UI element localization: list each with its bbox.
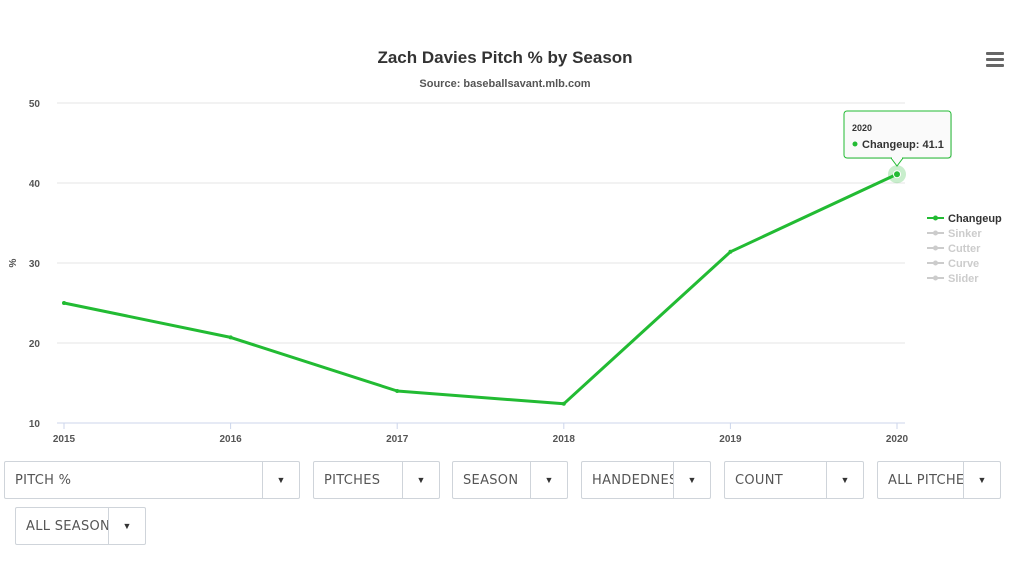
chevron-down-icon[interactable]: ▼	[108, 508, 145, 544]
chevron-down-icon[interactable]: ▼	[826, 462, 863, 498]
x-tick-label: 2017	[386, 434, 409, 445]
line-chart: Zach Davies Pitch % by Season Source: ba…	[8, 48, 1002, 445]
y-axis-label: %	[8, 258, 19, 267]
dropdown-label: PITCHES	[324, 472, 381, 488]
legend-label: Changeup	[948, 213, 1002, 225]
legend-item-changeup[interactable]: Changeup	[927, 213, 1002, 225]
data-point[interactable]	[728, 249, 733, 254]
legend-item-sinker[interactable]: Sinker	[927, 228, 982, 240]
dropdown-label: HANDEDNESS	[592, 472, 673, 488]
legend-label: Cutter	[948, 243, 981, 255]
data-point[interactable]	[561, 401, 566, 406]
x-tick-label: 2018	[553, 434, 576, 445]
dropdown-all-pitches[interactable]: ALL PITCHES▼	[877, 461, 1001, 499]
dropdown-handedness[interactable]: HANDEDNESS▼	[581, 461, 711, 499]
dropdown-label: PITCH %	[15, 472, 72, 488]
dropdown-all-seasons[interactable]: ALL SEASONS▼	[15, 507, 146, 545]
y-tick-label: 50	[29, 99, 41, 110]
series-line-changeup[interactable]	[63, 172, 898, 406]
legend-item-slider[interactable]: Slider	[927, 273, 979, 285]
data-point[interactable]	[62, 301, 66, 305]
chart-subtitle: Source: baseballsavant.mlb.com	[419, 78, 590, 90]
dropdown-label: ALL PITCHES	[888, 472, 963, 488]
y-tick-label: 10	[29, 419, 41, 430]
chart-title: Zach Davies Pitch % by Season	[377, 48, 632, 67]
dropdown-pitches[interactable]: PITCHES ▼	[313, 461, 440, 499]
legend-label: Slider	[948, 273, 979, 285]
chevron-down-icon[interactable]: ▼	[673, 462, 710, 498]
chevron-down-icon[interactable]: ▼	[530, 462, 567, 498]
x-tick-label: 2015	[53, 434, 76, 445]
chart-menu-icon[interactable]	[986, 52, 1004, 68]
chevron-down-icon[interactable]: ▼	[402, 462, 439, 498]
hover-point	[893, 170, 901, 179]
chevron-down-icon[interactable]: ▼	[963, 462, 1000, 498]
dropdown-season[interactable]: SEASON ▼	[452, 461, 568, 499]
chevron-down-icon[interactable]: ▼	[262, 462, 299, 498]
legend-item-curve[interactable]: Curve	[927, 258, 979, 270]
legend-item-cutter[interactable]: Cutter	[927, 243, 981, 255]
dropdown-label: ALL SEASONS	[26, 518, 108, 534]
tooltip-value: Changeup: 41.1	[862, 139, 944, 151]
legend-label: Curve	[948, 258, 979, 270]
x-tick-label: 2019	[719, 434, 742, 445]
y-tick-label: 40	[29, 179, 41, 190]
dropdown-count[interactable]: COUNT ▼	[724, 461, 864, 499]
y-tick-label: 20	[29, 339, 41, 350]
legend-label: Sinker	[948, 228, 982, 240]
x-tick-label: 2020	[886, 434, 909, 445]
data-point[interactable]	[395, 389, 400, 393]
y-tick-label: 30	[29, 259, 41, 270]
data-point[interactable]	[228, 335, 233, 340]
dropdown-label: SEASON	[463, 472, 519, 488]
dropdown-label: COUNT	[735, 472, 783, 488]
dropdown-pitch-[interactable]: PITCH % ▼	[4, 461, 300, 499]
x-tick-label: 2016	[219, 434, 242, 445]
tooltip-header: 2020	[852, 123, 872, 133]
